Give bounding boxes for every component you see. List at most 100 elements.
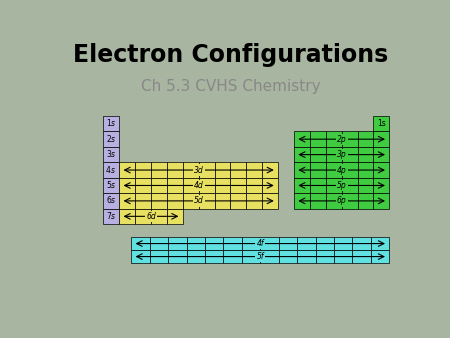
Bar xyxy=(310,193,326,209)
Bar xyxy=(168,250,187,263)
Bar xyxy=(135,209,151,224)
Text: 3p: 3p xyxy=(337,150,347,159)
Bar xyxy=(297,237,315,250)
Bar xyxy=(294,147,310,162)
Text: 5: 5 xyxy=(106,181,111,190)
Text: s: s xyxy=(111,212,115,221)
Bar xyxy=(215,193,230,209)
Bar xyxy=(167,178,183,193)
Text: 5f: 5f xyxy=(256,252,264,261)
Bar xyxy=(230,178,246,193)
Bar xyxy=(246,178,262,193)
Bar xyxy=(315,237,334,250)
Bar xyxy=(119,193,135,209)
Bar xyxy=(246,193,262,209)
Bar xyxy=(151,162,167,178)
Bar xyxy=(374,178,389,193)
Bar xyxy=(167,209,183,224)
Bar xyxy=(352,237,371,250)
Text: 1s: 1s xyxy=(377,119,386,128)
Bar xyxy=(334,250,352,263)
Bar xyxy=(334,237,352,250)
Bar xyxy=(230,193,246,209)
Bar xyxy=(183,193,198,209)
Bar xyxy=(135,162,151,178)
Bar xyxy=(131,237,150,250)
Bar xyxy=(119,162,135,178)
Bar xyxy=(279,250,297,263)
Bar xyxy=(374,131,389,147)
Bar xyxy=(104,147,119,162)
Bar xyxy=(342,147,358,162)
Bar xyxy=(167,193,183,209)
Text: 5p: 5p xyxy=(337,181,347,190)
Bar xyxy=(326,193,342,209)
Bar xyxy=(131,250,150,263)
Bar xyxy=(151,209,167,224)
Bar xyxy=(246,162,262,178)
Bar xyxy=(223,237,242,250)
Bar xyxy=(167,162,183,178)
Bar xyxy=(119,209,135,224)
Bar xyxy=(279,237,297,250)
Bar xyxy=(198,193,215,209)
Text: 5d: 5d xyxy=(194,196,203,206)
Bar xyxy=(310,178,326,193)
Bar xyxy=(104,178,119,193)
Bar xyxy=(262,193,278,209)
Bar xyxy=(104,193,119,209)
Bar xyxy=(262,178,278,193)
Bar xyxy=(183,178,198,193)
Bar xyxy=(260,250,279,263)
Bar xyxy=(151,193,167,209)
Bar xyxy=(187,250,205,263)
Bar xyxy=(215,178,230,193)
Bar xyxy=(358,131,373,147)
Bar xyxy=(374,147,389,162)
Text: 7: 7 xyxy=(106,212,111,221)
Bar xyxy=(342,178,358,193)
Bar xyxy=(374,162,389,178)
Bar xyxy=(310,131,326,147)
Bar xyxy=(104,116,119,131)
Bar xyxy=(358,162,373,178)
Text: 2p: 2p xyxy=(337,135,347,144)
Bar xyxy=(294,178,310,193)
Bar xyxy=(358,147,373,162)
Bar xyxy=(262,162,278,178)
Bar xyxy=(326,131,342,147)
Bar xyxy=(230,162,246,178)
Bar xyxy=(104,131,119,147)
Text: s: s xyxy=(111,119,115,128)
Text: s: s xyxy=(111,166,115,174)
Bar xyxy=(135,178,151,193)
Bar xyxy=(371,250,389,263)
Text: s: s xyxy=(111,150,115,159)
Text: 6p: 6p xyxy=(337,196,347,206)
Bar xyxy=(315,250,334,263)
Bar xyxy=(104,209,119,224)
Bar xyxy=(326,162,342,178)
Bar xyxy=(297,250,315,263)
Bar xyxy=(150,237,168,250)
Bar xyxy=(198,178,215,193)
Text: 4p: 4p xyxy=(337,166,347,174)
Bar xyxy=(294,131,310,147)
Bar xyxy=(183,162,198,178)
Bar xyxy=(342,131,358,147)
Bar xyxy=(150,250,168,263)
Text: 1: 1 xyxy=(106,119,111,128)
Bar xyxy=(242,250,260,263)
Bar xyxy=(294,193,310,209)
Bar xyxy=(358,178,373,193)
Text: Ch 5.3 CVHS Chemistry: Ch 5.3 CVHS Chemistry xyxy=(141,79,320,94)
Bar xyxy=(205,237,223,250)
Bar xyxy=(205,250,223,263)
Text: s: s xyxy=(111,181,115,190)
Text: 4d: 4d xyxy=(194,181,203,190)
Bar xyxy=(371,237,389,250)
Text: s: s xyxy=(111,135,115,144)
Bar xyxy=(310,147,326,162)
Text: 6d: 6d xyxy=(146,212,156,221)
Bar xyxy=(104,162,119,178)
